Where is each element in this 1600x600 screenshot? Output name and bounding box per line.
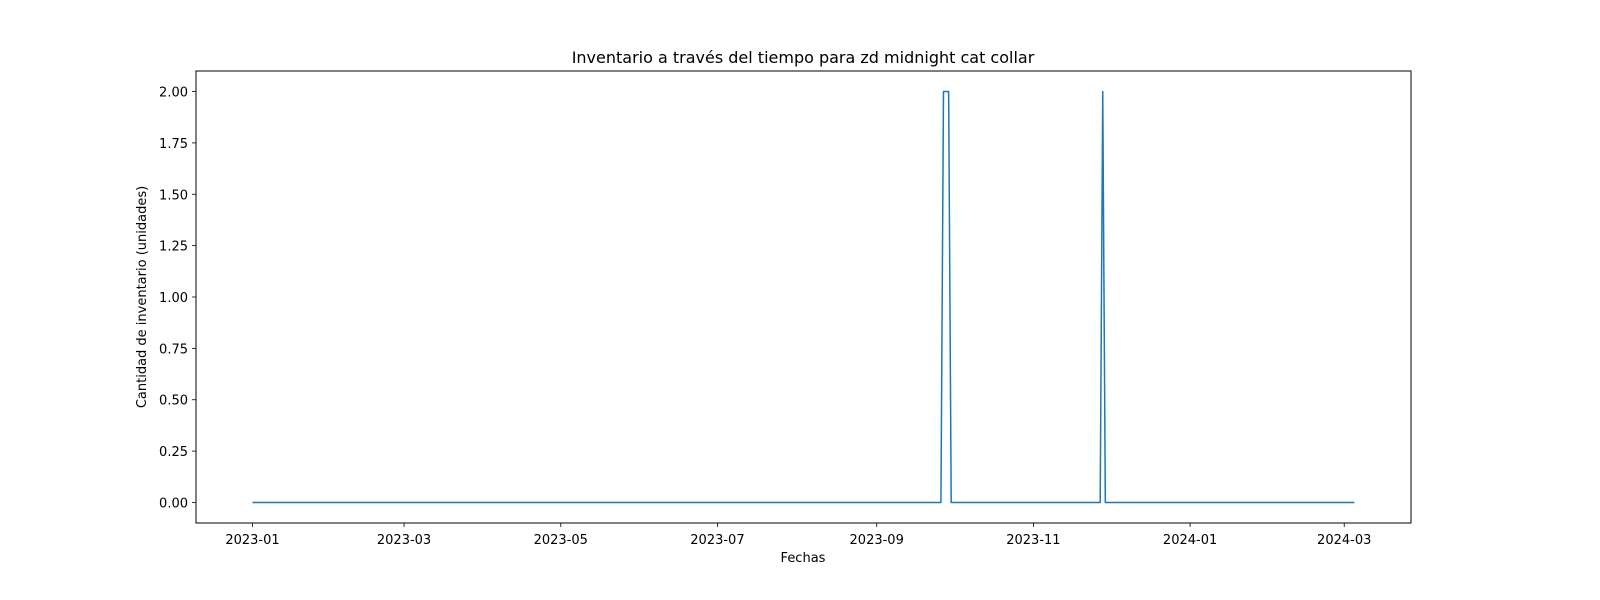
y-tick-label: 2.00	[159, 86, 188, 101]
x-tick-label: 2024-01	[1163, 533, 1217, 548]
y-tick-label: 1.25	[159, 240, 188, 255]
chart-title: Inventario a través del tiempo para zd m…	[572, 48, 1035, 67]
x-tick-label: 2023-01	[225, 533, 279, 548]
y-tick-label: 0.00	[159, 496, 188, 511]
x-tick-label: 2023-11	[1006, 533, 1060, 548]
axes-frame	[195, 70, 1412, 524]
x-tick-label: 2023-03	[377, 533, 431, 548]
x-axis-title: Fechas	[781, 551, 826, 566]
y-axis-title: Cantidad de inventario (unidades)	[135, 186, 150, 408]
y-tick-label: 0.75	[159, 342, 188, 357]
x-tick-label: 2023-09	[850, 533, 904, 548]
x-tick-label: 2023-07	[690, 533, 744, 548]
y-tick-label: 0.50	[159, 394, 188, 409]
plot-area	[252, 90, 1355, 504]
y-tick-label: 1.00	[159, 291, 188, 306]
x-tick-label: 2024-03	[1317, 533, 1371, 548]
y-tick-label: 1.75	[159, 137, 188, 152]
y-tick-label: 1.50	[159, 188, 188, 203]
series-line-0	[252, 90, 1355, 504]
y-tick-label: 0.25	[159, 445, 188, 460]
x-axis: 2023-01 2023-03 2023-05 2023-07 2023-09 2023-…	[225, 523, 1371, 548]
y-axis: 0.00 0.25 0.50 0.75 1.00 1.25 1.50 1.75 2.00	[159, 86, 196, 511]
x-tick-label: 2023-05	[534, 533, 588, 548]
